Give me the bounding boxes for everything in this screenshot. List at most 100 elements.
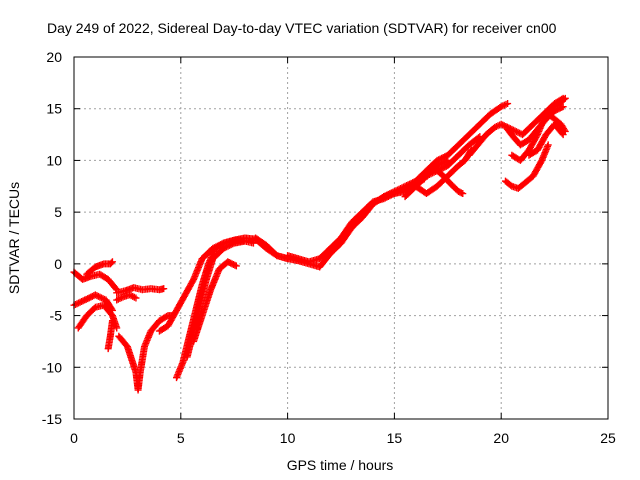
data-point: [99, 295, 107, 303]
data-point: [500, 122, 508, 130]
data-point: [114, 295, 122, 303]
chart-title: Day 249 of 2022, Sidereal Day-to-day VTE…: [47, 20, 557, 36]
data-point: [72, 300, 80, 308]
data-point: [88, 292, 96, 300]
data-point: [459, 190, 467, 198]
data-point: [97, 294, 105, 302]
data-point: [381, 192, 389, 200]
data-point: [395, 185, 403, 193]
data-point: [84, 295, 92, 303]
tick-labels: 0 5 10 15 20 25 -15 -10 -5 0 5 10 15 20: [42, 49, 616, 446]
data-point: [422, 172, 430, 180]
data-marks: [70, 94, 569, 394]
data-point: [400, 183, 408, 191]
data-point: [497, 120, 505, 128]
series-arc-f: [113, 284, 168, 297]
data-point: [79, 297, 87, 305]
data-point: [380, 193, 388, 201]
y-tick-label: 0: [54, 256, 62, 272]
data-point: [403, 182, 411, 190]
data-point: [96, 293, 104, 301]
grid: [74, 57, 608, 419]
data-point: [113, 296, 121, 304]
series-arc-l: [190, 258, 240, 345]
x-tick-label: 0: [70, 430, 78, 446]
series-arc-q: [412, 146, 475, 198]
data-point: [436, 155, 444, 163]
data-point: [108, 317, 116, 325]
data-point: [544, 141, 552, 149]
data-point: [502, 100, 510, 108]
data-point: [87, 293, 95, 301]
data-point: [439, 153, 447, 161]
data-point: [409, 179, 417, 187]
data-point: [126, 291, 134, 299]
series-arc-r: [433, 167, 467, 198]
y-tick-label: 20: [46, 49, 62, 65]
data-point: [438, 154, 446, 162]
data-point: [494, 122, 502, 130]
y-tick-label: 15: [46, 101, 62, 117]
data-point: [560, 126, 568, 134]
data-point: [91, 291, 99, 299]
data-point: [160, 285, 168, 293]
x-tick-label: 15: [387, 430, 403, 446]
data-point: [81, 296, 89, 304]
x-tick-label: 25: [600, 430, 616, 446]
data-point: [78, 298, 86, 306]
data-point: [227, 241, 235, 249]
series-arc-w: [501, 141, 552, 192]
data-point: [441, 153, 449, 161]
data-point: [491, 123, 499, 131]
series-arc-a: [70, 268, 121, 294]
data-point: [118, 294, 126, 302]
data-point: [389, 188, 397, 196]
data-point: [76, 298, 84, 306]
data-point: [433, 156, 441, 164]
data-point: [407, 179, 415, 187]
data-point: [427, 170, 435, 178]
data-point: [383, 191, 391, 199]
data-point: [129, 292, 137, 300]
data-point: [221, 244, 229, 252]
data-point: [441, 163, 449, 171]
series-arc-x: [544, 110, 569, 135]
data-point: [229, 240, 237, 248]
data-point: [406, 180, 414, 188]
data-point: [112, 284, 120, 292]
series-arc-p: [401, 133, 484, 201]
axis-ticks: [73, 56, 609, 420]
data-point: [561, 127, 569, 135]
y-tick-label: 10: [46, 152, 62, 168]
data-point: [499, 121, 507, 129]
y-tick-label: -10: [42, 359, 62, 375]
series-arc-c: [74, 301, 121, 332]
y-axis-label: SDTVAR / TECUs: [6, 182, 22, 294]
data-point: [424, 171, 432, 179]
data-point: [223, 243, 231, 251]
data-point: [384, 190, 392, 198]
data-point: [397, 185, 405, 193]
data-point: [401, 182, 409, 190]
series-arc-g: [115, 312, 176, 394]
data-point: [386, 190, 394, 198]
data-point: [512, 128, 520, 136]
data-point: [116, 295, 124, 303]
x-tick-label: 20: [493, 430, 509, 446]
y-tick-label: -5: [50, 308, 63, 324]
y-tick-label: -15: [42, 411, 62, 427]
data-point: [398, 184, 406, 192]
data-point: [499, 102, 507, 110]
data-point: [249, 239, 257, 247]
data-point: [435, 156, 443, 164]
data-point: [220, 244, 228, 252]
plot-frame: [73, 56, 609, 420]
data-point: [82, 295, 90, 303]
data-point: [393, 186, 401, 194]
data-point: [492, 123, 500, 131]
data-point: [514, 128, 522, 136]
data-point: [561, 94, 569, 102]
data-point: [127, 292, 135, 300]
series-arc-d: [83, 258, 116, 278]
